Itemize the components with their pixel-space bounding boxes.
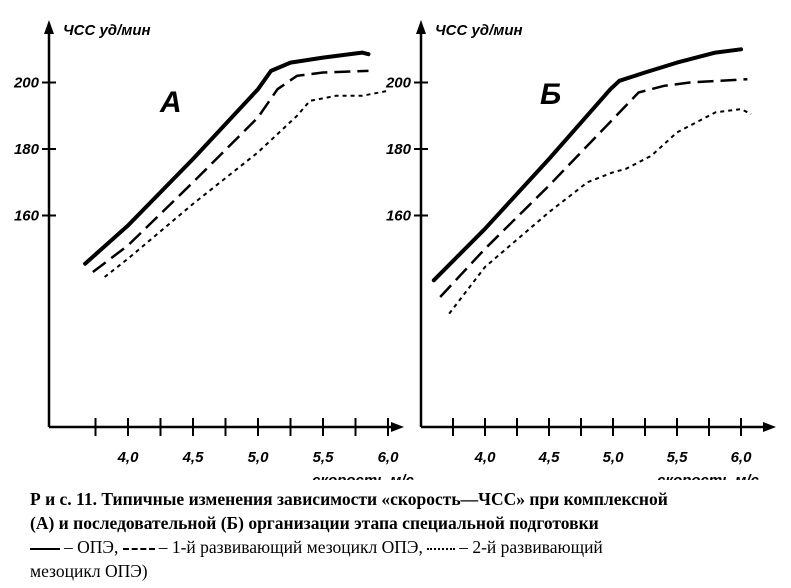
caption-line-1: Р и с. 11. Типичные изменения зависимост… [30,489,668,509]
series-solid-line-b [431,47,743,283]
legend-dashed-swatch [122,547,155,550]
caption-line-2: (А) и последовательной (Б) организации э… [30,513,599,533]
legend-dashed-label: – 1-й развивающий мезоцикл ОПЭ, [158,537,423,557]
x-tick-label-a: 4,5 [182,449,205,466]
figure-caption: Р и с. 11. Типичные изменения зависимост… [30,487,785,583]
x-axis-label-a: скорость м/с [312,472,414,480]
caption-legend-line: – ОПЭ, – 1-й развивающий мезоцикл ОПЭ, –… [30,535,785,559]
x-axis-arrow-b [763,422,776,432]
series-dotted-line-b [448,108,752,315]
legend-solid-label: – ОПЭ, [64,537,119,557]
series-solid-line-a [83,50,371,266]
legend-dotted-label: – 2-й развивающий [459,537,603,557]
caption-line-4: мезоцикл ОПЭ) [30,561,148,581]
y-tick-label-a: 180 [14,141,40,158]
y-axis-arrow-a [44,20,54,34]
series-dashed-line-b [439,77,748,298]
y-tick-label-b: 160 [386,208,412,225]
panel-b: Б ЧСС уд/мин скорость м/с 4,0 4,5 5,0 5,5 6,… [385,20,776,480]
figure-canvas: А ЧСС уд/мин скорость м/с 4,0 4,5 5,0 5,5 6,… [13,20,776,480]
panel-label-b: Б [540,78,561,111]
series-dashed-line-a [92,69,369,273]
y-axis-label-a: ЧСС уд/мин [63,22,151,39]
x-tick-label-a: 5,0 [248,449,270,466]
x-tick-label-b: 4,0 [474,449,497,466]
x-axis-label-b: скорость м/с [657,472,759,480]
y-tick-label-b: 200 [385,75,412,92]
panel-label-a: А [159,86,182,119]
legend-solid-swatch [30,547,60,550]
panel-a: А ЧСС уд/мин скорость м/с 4,0 4,5 5,0 5,5 6,… [13,20,414,480]
x-tick-label-a: 6,0 [378,449,400,466]
x-tick-label-b: 5,5 [667,449,689,466]
x-tick-label-a: 5,5 [313,449,335,466]
y-axis-label-b: ЧСС уд/мин [435,22,523,39]
series-dotted-line-a [103,89,389,278]
x-tick-label-b: 5,0 [603,449,625,466]
x-tick-label-a: 4,0 [117,449,140,466]
y-tick-label-a: 160 [14,208,40,225]
y-tick-label-a: 200 [13,75,40,92]
x-axis-arrow-a [391,422,404,432]
x-tick-label-b: 6,0 [731,449,753,466]
legend-dotted-swatch [427,547,456,550]
x-tick-label-b: 4,5 [538,449,561,466]
y-axis-arrow-b [416,20,426,34]
y-tick-label-b: 180 [386,141,412,158]
